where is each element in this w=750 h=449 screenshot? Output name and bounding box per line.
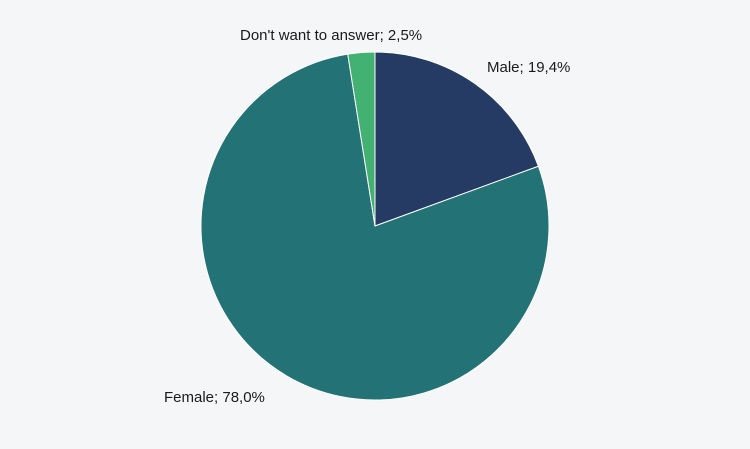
pie-slice-female	[200, 53, 550, 401]
pie-labels: Male; 19,4% Female; 78,0% Don't want to …	[164, 27, 570, 406]
pie-slice-dont-want-to-answer	[347, 51, 376, 227]
pie-slice-male	[374, 51, 540, 227]
slice-label-female: Female; 78,0%	[164, 389, 265, 406]
slice-label-dont-want-to-answer: Don't want to answer; 2,5%	[240, 27, 422, 44]
slice-label-male: Male; 19,4%	[487, 59, 570, 76]
pie-slices	[200, 51, 550, 401]
